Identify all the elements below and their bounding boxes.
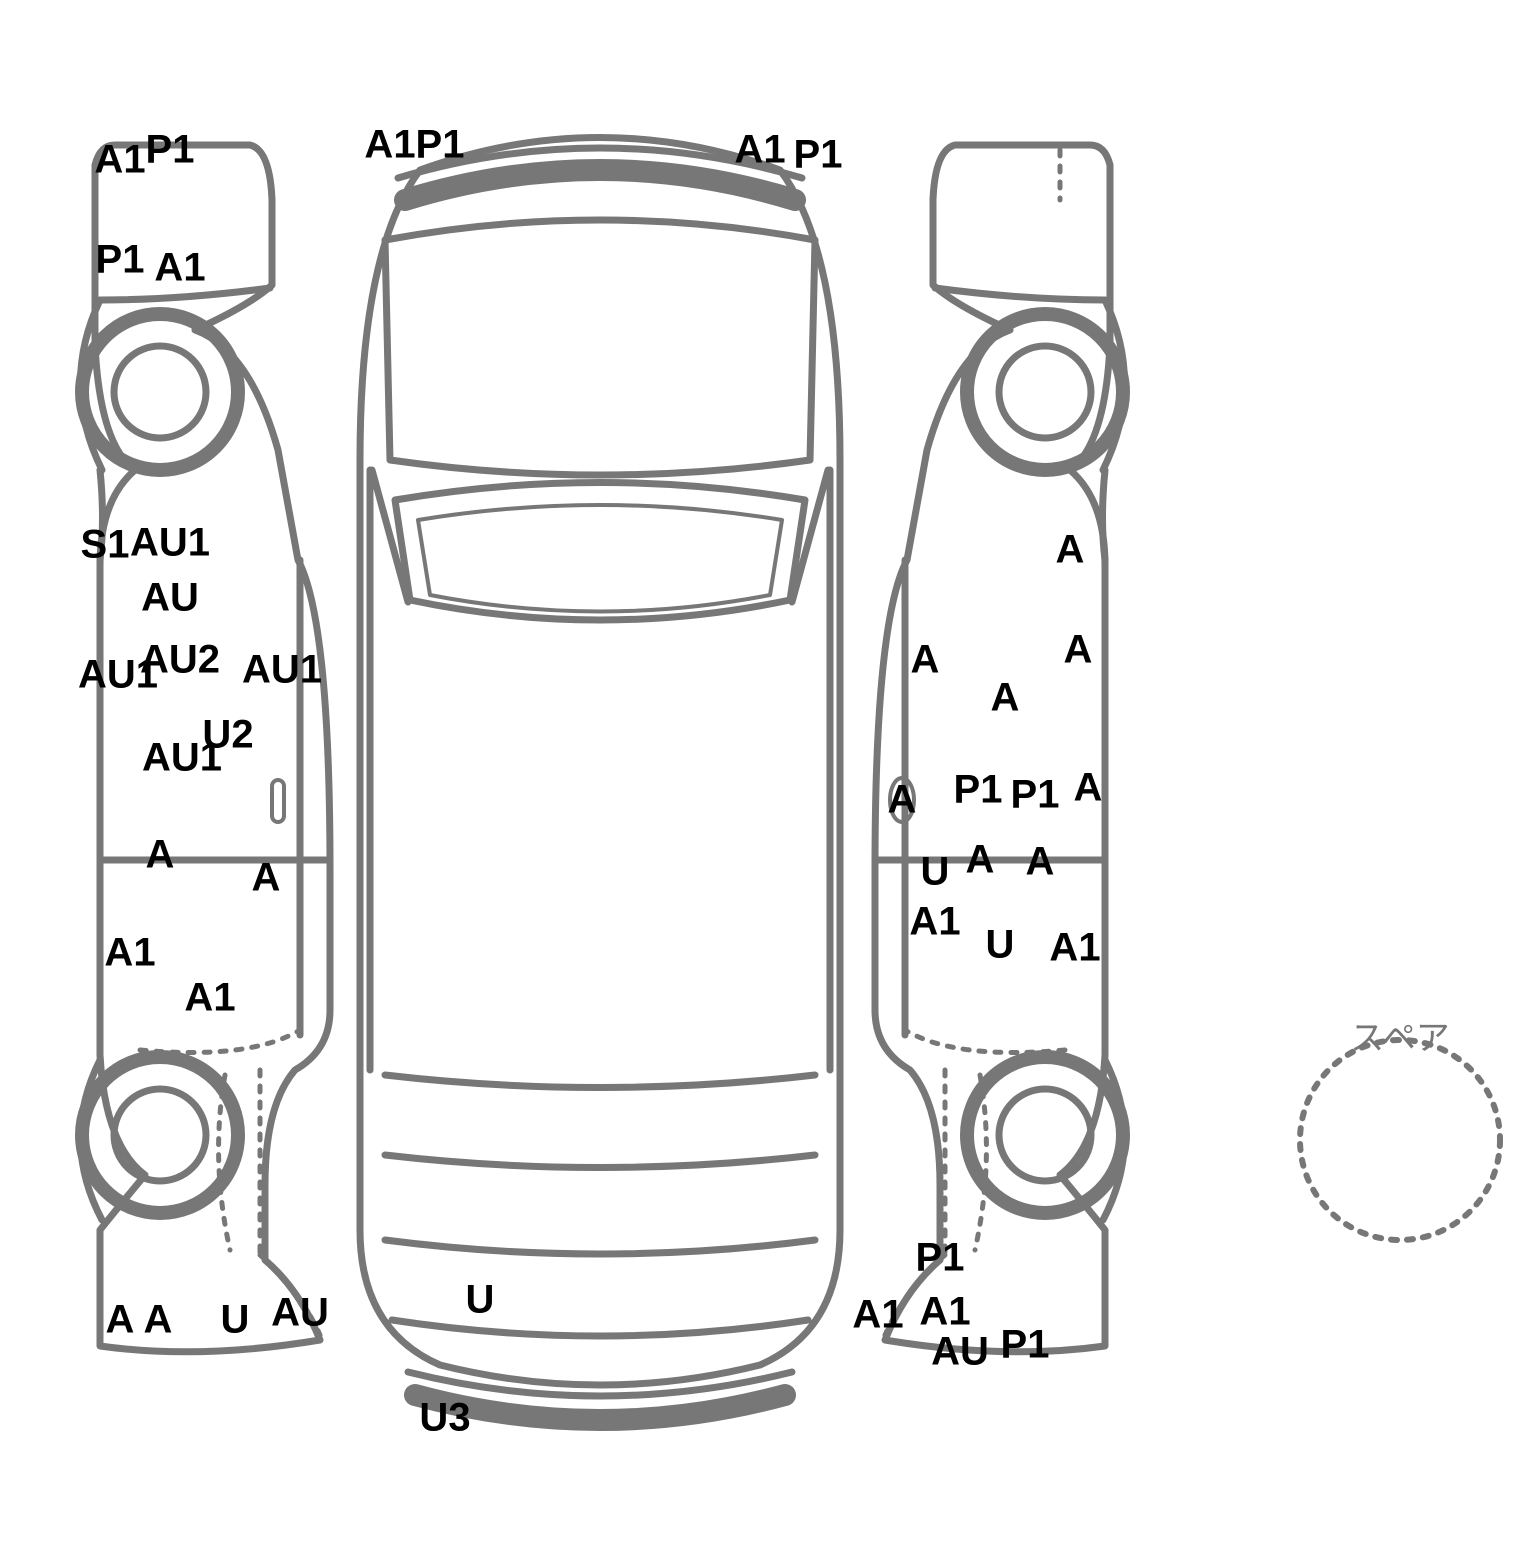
damage-label: AU1 bbox=[130, 521, 210, 566]
damage-label: AU bbox=[931, 1330, 989, 1375]
damage-label: A bbox=[1074, 766, 1103, 811]
damage-label: A bbox=[991, 676, 1020, 721]
spare-tire-label: スペア bbox=[1350, 1011, 1450, 1060]
car-damage-diagram: { "diagram": { "type": "vehicle-inspecti… bbox=[0, 0, 1536, 1568]
damage-label: AU1 bbox=[78, 653, 158, 698]
damage-label: A bbox=[1064, 628, 1093, 673]
damage-label: AU1 bbox=[242, 648, 322, 693]
damage-label: A1 bbox=[104, 931, 155, 976]
damage-label: P1 bbox=[1001, 1323, 1050, 1368]
damage-label: P1 bbox=[794, 133, 843, 178]
damage-label: A bbox=[1056, 528, 1085, 573]
damage-label: A1 bbox=[184, 976, 235, 1021]
damage-label: A1 bbox=[364, 123, 415, 168]
damage-label: A bbox=[252, 856, 281, 901]
damage-label: U bbox=[466, 1278, 495, 1323]
damage-label: A bbox=[146, 833, 175, 878]
damage-label: A bbox=[888, 778, 917, 823]
damage-label: AU bbox=[271, 1291, 329, 1336]
damage-label: A1 bbox=[909, 900, 960, 945]
damage-label: A bbox=[911, 638, 940, 683]
damage-label: P1 bbox=[1011, 773, 1060, 818]
damage-label: P1 bbox=[916, 1236, 965, 1281]
damage-label: A1 bbox=[94, 138, 145, 183]
damage-label: U3 bbox=[419, 1396, 470, 1441]
damage-label: U bbox=[221, 1298, 250, 1343]
damage-label: A1 bbox=[852, 1293, 903, 1338]
damage-label: A1 bbox=[919, 1290, 970, 1335]
damage-label: P1 bbox=[416, 123, 465, 168]
damage-label: P1 bbox=[954, 768, 1003, 813]
damage-label: U bbox=[986, 923, 1015, 968]
damage-label: AU1 bbox=[142, 736, 222, 781]
damage-label: P1 bbox=[146, 128, 195, 173]
damage-label: A bbox=[106, 1298, 135, 1343]
damage-label: A bbox=[966, 838, 995, 883]
damage-label: A bbox=[1026, 840, 1055, 885]
damage-label: AU bbox=[141, 576, 199, 621]
damage-label: A1 bbox=[154, 246, 205, 291]
damage-label: A1 bbox=[734, 128, 785, 173]
damage-label: U bbox=[921, 850, 950, 895]
damage-label: P1 bbox=[96, 238, 145, 283]
damage-label: A bbox=[144, 1298, 173, 1343]
damage-label: S1 bbox=[81, 523, 130, 568]
damage-label: A1 bbox=[1049, 926, 1100, 971]
